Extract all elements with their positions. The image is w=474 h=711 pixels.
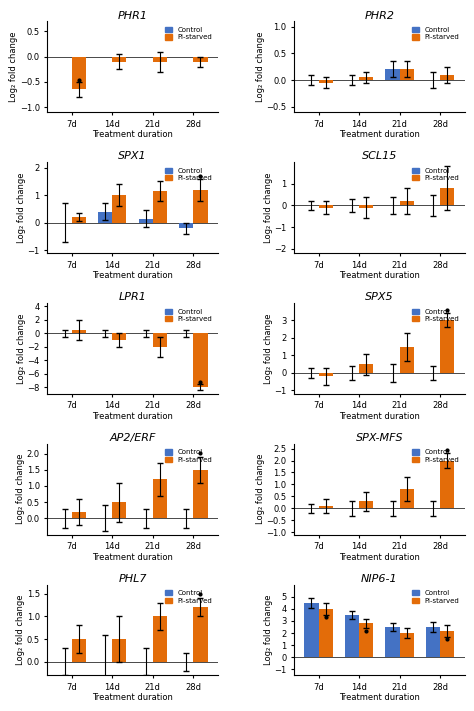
Legend: Control, Pi-starved: Control, Pi-starved <box>410 306 461 324</box>
X-axis label: Treatment duration: Treatment duration <box>339 552 420 562</box>
Bar <box>400 633 414 657</box>
Bar <box>440 461 455 508</box>
Bar <box>72 57 86 90</box>
Title: SPX-MFS: SPX-MFS <box>356 433 403 443</box>
X-axis label: Treatment duration: Treatment duration <box>339 693 420 702</box>
Bar <box>385 70 400 80</box>
X-axis label: Treatment duration: Treatment duration <box>92 130 173 139</box>
Legend: Control, Pi-starved: Control, Pi-starved <box>163 447 214 465</box>
Bar <box>319 609 333 657</box>
Bar <box>304 603 319 657</box>
Bar <box>193 57 208 62</box>
Y-axis label: Log₂ fold change: Log₂ fold change <box>16 595 25 665</box>
Title: PHR2: PHR2 <box>365 11 394 21</box>
Bar <box>319 205 333 208</box>
Bar <box>359 624 374 657</box>
Bar <box>440 321 455 373</box>
Y-axis label: Log₂ fold change: Log₂ fold change <box>264 595 273 665</box>
Bar <box>400 201 414 205</box>
Legend: Control, Pi-starved: Control, Pi-starved <box>163 588 214 606</box>
Bar <box>193 333 208 387</box>
Bar <box>193 607 208 662</box>
Bar <box>72 512 86 518</box>
Bar <box>440 75 455 80</box>
Y-axis label: Log₂ fold change: Log₂ fold change <box>256 454 265 525</box>
Bar <box>153 333 167 347</box>
Bar <box>319 506 333 508</box>
Y-axis label: Log₂ fold change: Log₂ fold change <box>256 31 265 102</box>
Legend: Control, Pi-starved: Control, Pi-starved <box>410 166 461 183</box>
Bar <box>98 212 112 223</box>
Bar <box>345 615 359 657</box>
Bar <box>319 373 333 376</box>
Bar <box>385 627 400 657</box>
Y-axis label: Log₂ fold change: Log₂ fold change <box>9 31 18 102</box>
X-axis label: Treatment duration: Treatment duration <box>92 271 173 280</box>
Y-axis label: Log₂ fold change: Log₂ fold change <box>264 313 273 384</box>
Legend: Control, Pi-starved: Control, Pi-starved <box>163 166 214 183</box>
Bar <box>112 502 127 518</box>
X-axis label: Treatment duration: Treatment duration <box>92 552 173 562</box>
Title: AP2/ERF: AP2/ERF <box>109 433 156 443</box>
Y-axis label: Log₂ fold change: Log₂ fold change <box>264 172 273 243</box>
Y-axis label: Log₂ fold change: Log₂ fold change <box>17 172 26 243</box>
Bar <box>359 501 374 508</box>
X-axis label: Treatment duration: Treatment duration <box>92 693 173 702</box>
Bar <box>138 218 153 223</box>
Bar <box>72 639 86 662</box>
Bar <box>112 57 127 62</box>
Bar <box>179 223 193 228</box>
Title: NIP6-1: NIP6-1 <box>361 574 398 584</box>
Bar <box>426 627 440 657</box>
Bar <box>359 77 374 80</box>
Legend: Control, Pi-starved: Control, Pi-starved <box>410 25 461 43</box>
X-axis label: Treatment duration: Treatment duration <box>339 271 420 280</box>
Legend: Control, Pi-starved: Control, Pi-starved <box>163 25 214 43</box>
Title: SPX1: SPX1 <box>118 151 147 161</box>
Bar <box>440 188 455 205</box>
Bar <box>193 190 208 223</box>
Bar <box>193 470 208 518</box>
Bar <box>400 347 414 373</box>
Legend: Control, Pi-starved: Control, Pi-starved <box>410 588 461 606</box>
Bar <box>72 330 86 333</box>
Bar <box>153 479 167 518</box>
X-axis label: Treatment duration: Treatment duration <box>339 130 420 139</box>
Title: PHL7: PHL7 <box>118 574 147 584</box>
Bar <box>153 57 167 62</box>
Bar <box>359 364 374 373</box>
Bar <box>359 205 374 208</box>
Bar <box>440 631 455 657</box>
Bar <box>400 70 414 80</box>
Y-axis label: Log₂ fold change: Log₂ fold change <box>16 454 25 525</box>
Legend: Control, Pi-starved: Control, Pi-starved <box>410 447 461 465</box>
Bar <box>153 191 167 223</box>
Bar <box>112 196 127 223</box>
Bar <box>319 80 333 82</box>
Title: LPR1: LPR1 <box>118 292 146 302</box>
Y-axis label: Log₂ fold change: Log₂ fold change <box>17 313 26 384</box>
X-axis label: Treatment duration: Treatment duration <box>92 412 173 421</box>
Bar <box>72 217 86 223</box>
Title: PHR1: PHR1 <box>118 11 147 21</box>
X-axis label: Treatment duration: Treatment duration <box>339 412 420 421</box>
Bar <box>112 639 127 662</box>
Bar <box>112 333 127 340</box>
Title: SCL15: SCL15 <box>362 151 397 161</box>
Bar <box>153 616 167 662</box>
Legend: Control, Pi-starved: Control, Pi-starved <box>163 306 214 324</box>
Bar <box>400 489 414 508</box>
Title: SPX5: SPX5 <box>365 292 394 302</box>
